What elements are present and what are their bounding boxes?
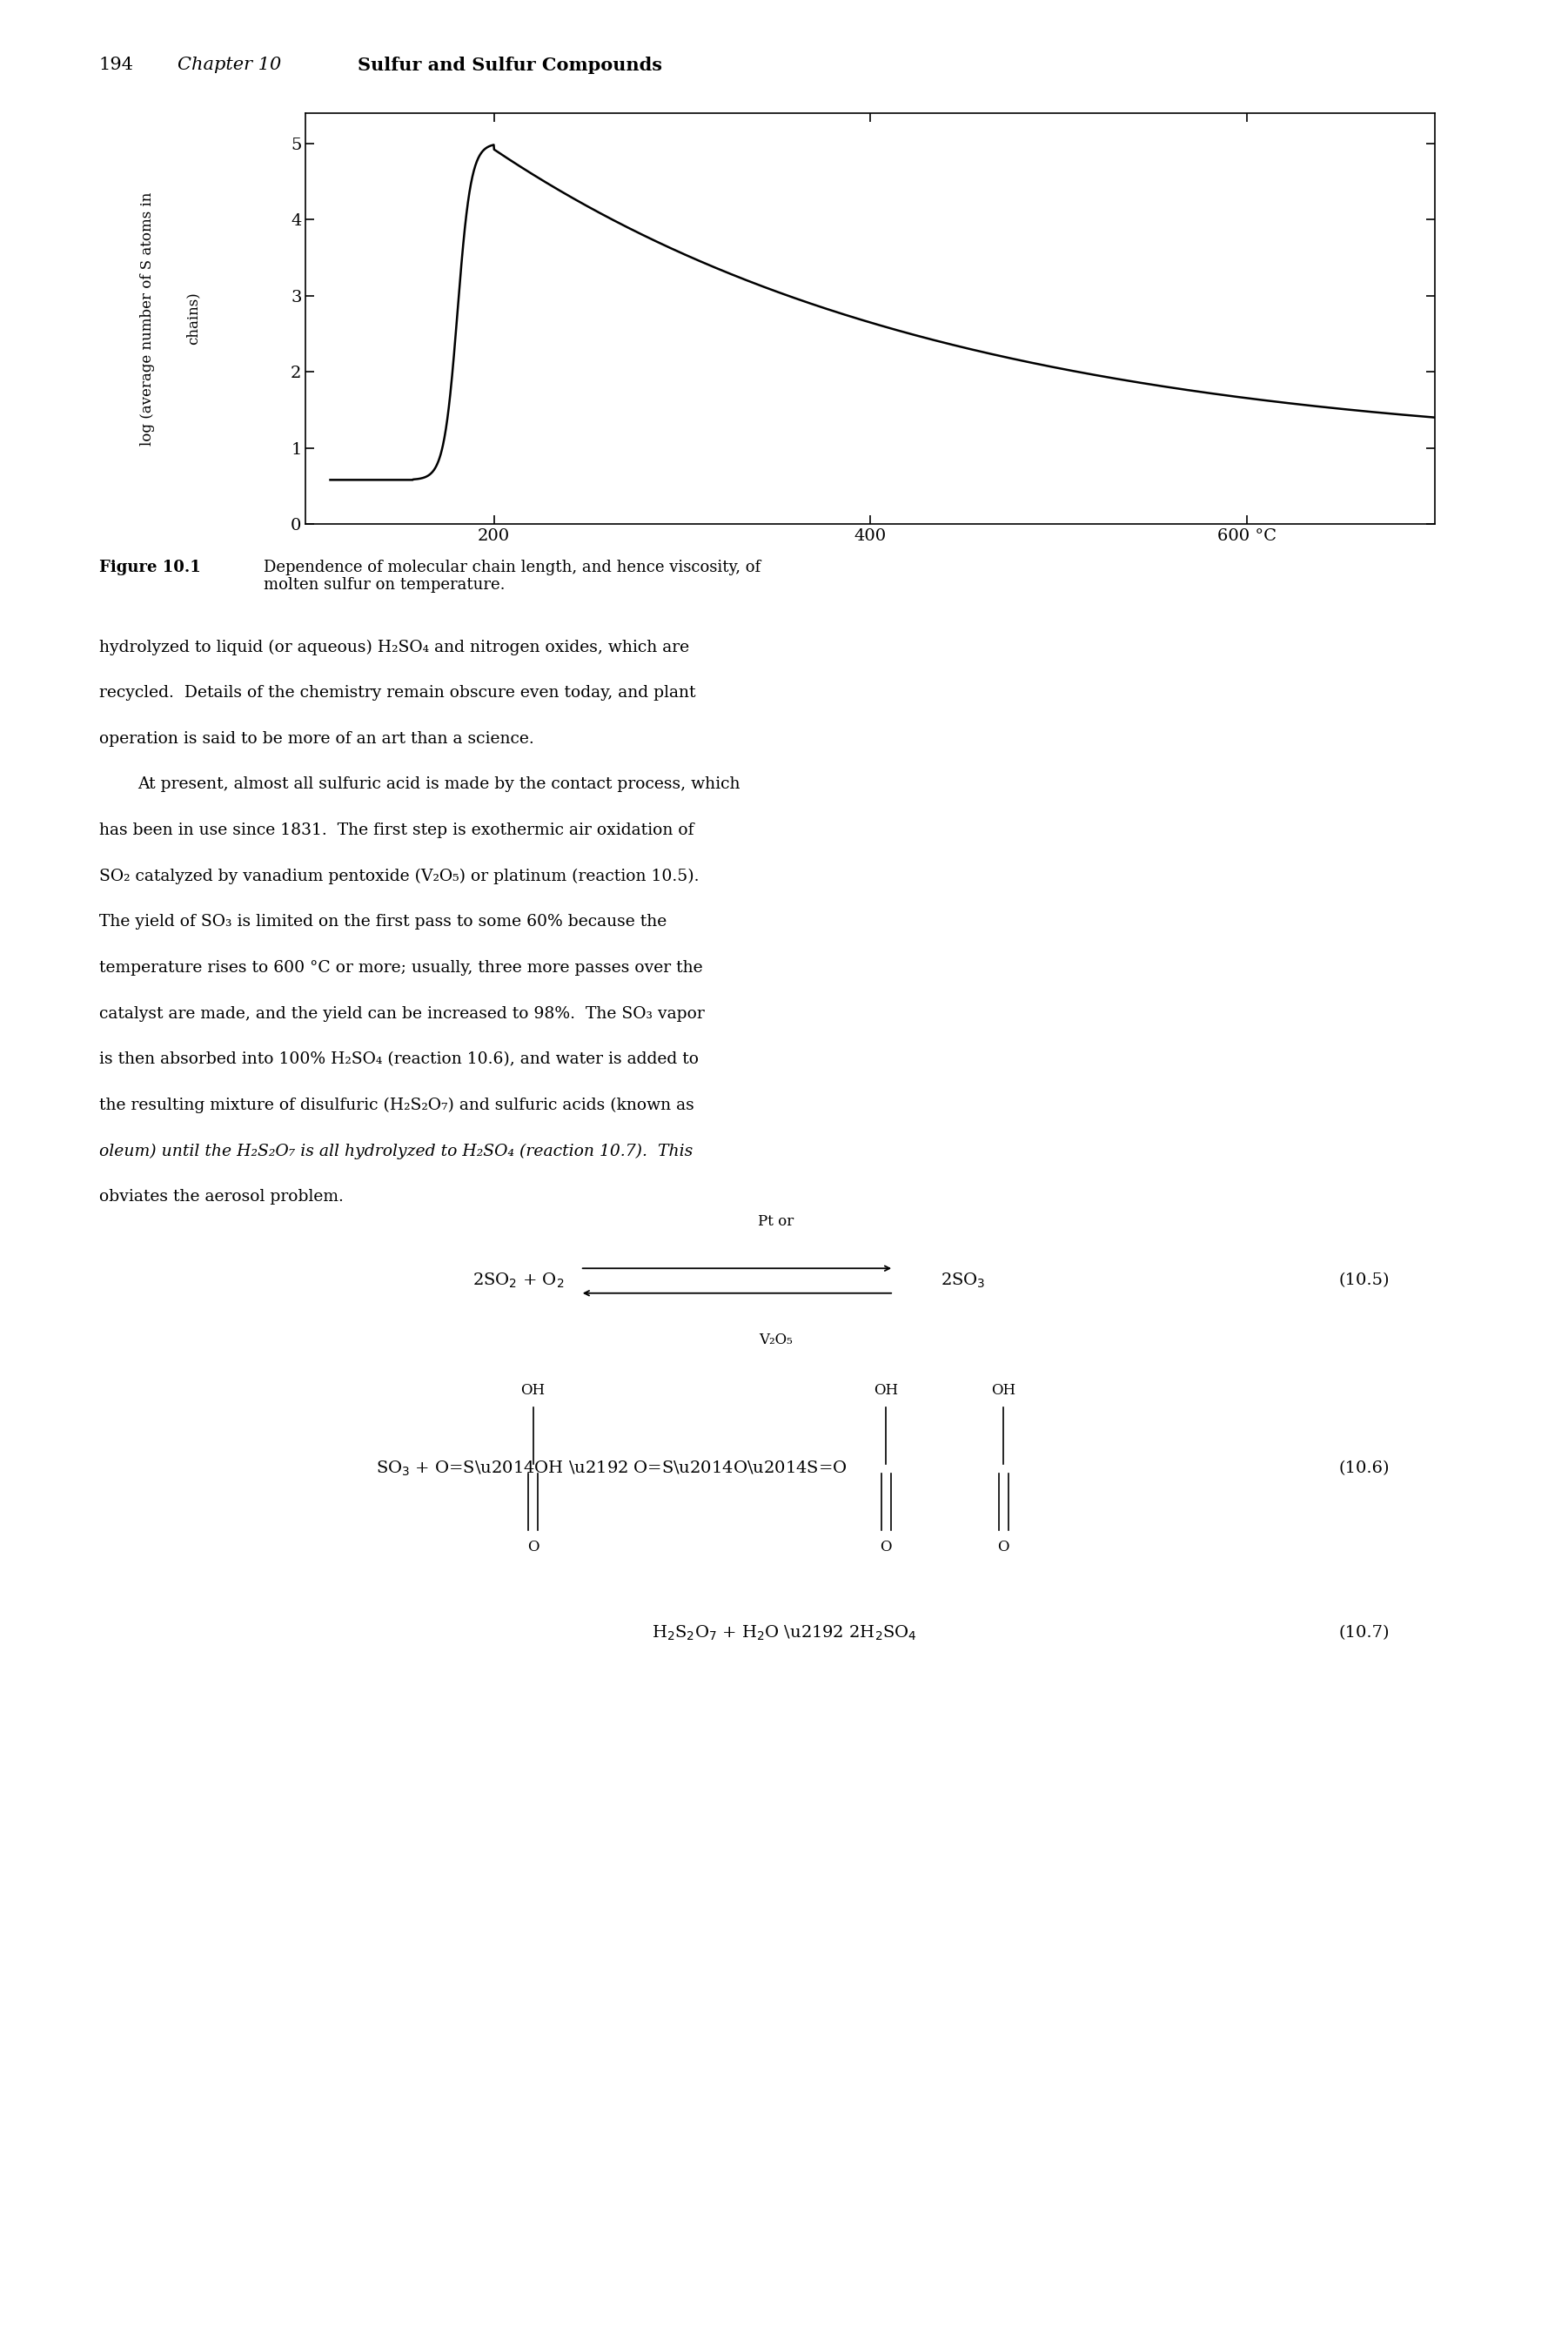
Text: O: O [880,1539,892,1553]
Text: OH: OH [521,1384,546,1398]
Text: SO$_3$ + O=S\u2014OH \u2192 O=S\u2014O\u2014S=O: SO$_3$ + O=S\u2014OH \u2192 O=S\u2014O\u… [376,1459,848,1478]
Text: Dependence of molecular chain length, and hence viscosity, of
molten sulfur on t: Dependence of molecular chain length, an… [263,559,760,592]
Text: (10.5): (10.5) [1339,1274,1389,1288]
Text: has been in use since 1831.  The first step is exothermic air oxidation of: has been in use since 1831. The first st… [99,822,693,839]
Text: 194: 194 [99,56,133,73]
Text: 2SO$_2$ + O$_2$: 2SO$_2$ + O$_2$ [474,1271,564,1290]
Text: the resulting mixture of disulfuric (H₂S₂O₇) and sulfuric acids (known as: the resulting mixture of disulfuric (H₂S… [99,1097,693,1114]
Text: SO₂ catalyzed by vanadium pentoxide (V₂O₅) or platinum (reaction 10.5).: SO₂ catalyzed by vanadium pentoxide (V₂O… [99,870,699,884]
Text: catalyst are made, and the yield can be increased to 98%.  The SO₃ vapor: catalyst are made, and the yield can be … [99,1006,704,1022]
Text: Figure 10.1: Figure 10.1 [99,559,201,576]
Text: operation is said to be more of an art than a science.: operation is said to be more of an art t… [99,731,533,747]
Text: H$_2$S$_2$O$_7$ + H$_2$O \u2192 2H$_2$SO$_4$: H$_2$S$_2$O$_7$ + H$_2$O \u2192 2H$_2$SO… [651,1624,917,1643]
Text: OH: OH [873,1384,898,1398]
Text: O: O [527,1539,539,1553]
Text: log (average number of S atoms in: log (average number of S atoms in [140,193,155,444]
Text: is then absorbed into 100% H₂SO₄ (reaction 10.6), and water is added to: is then absorbed into 100% H₂SO₄ (reacti… [99,1053,698,1067]
Text: oleum) until the H₂S₂O₇ is all hydrolyzed to H₂SO₄ (reaction 10.7).  This: oleum) until the H₂S₂O₇ is all hydrolyze… [99,1144,693,1159]
Text: chains): chains) [185,291,201,345]
Text: 2SO$_3$: 2SO$_3$ [941,1271,986,1290]
Text: recycled.  Details of the chemistry remain obscure even today, and plant: recycled. Details of the chemistry remai… [99,686,695,700]
Text: (10.6): (10.6) [1339,1462,1389,1476]
Text: obviates the aerosol problem.: obviates the aerosol problem. [99,1189,343,1206]
Text: O: O [997,1539,1010,1553]
Text: Pt or: Pt or [759,1215,793,1229]
Text: At present, almost all sulfuric acid is made by the contact process, which: At present, almost all sulfuric acid is … [138,778,740,792]
Text: OH: OH [991,1384,1016,1398]
Text: Chapter 10: Chapter 10 [177,56,281,73]
Text: hydrolyzed to liquid (or aqueous) H₂SO₄ and nitrogen oxides, which are: hydrolyzed to liquid (or aqueous) H₂SO₄ … [99,639,688,656]
Text: Sulfur and Sulfur Compounds: Sulfur and Sulfur Compounds [358,56,662,73]
Text: (10.7): (10.7) [1339,1626,1389,1640]
Text: The yield of SO₃ is limited on the first pass to some 60% because the: The yield of SO₃ is limited on the first… [99,914,666,931]
Text: V₂O₅: V₂O₅ [759,1332,793,1347]
Text: temperature rises to 600 °C or more; usually, three more passes over the: temperature rises to 600 °C or more; usu… [99,961,702,975]
